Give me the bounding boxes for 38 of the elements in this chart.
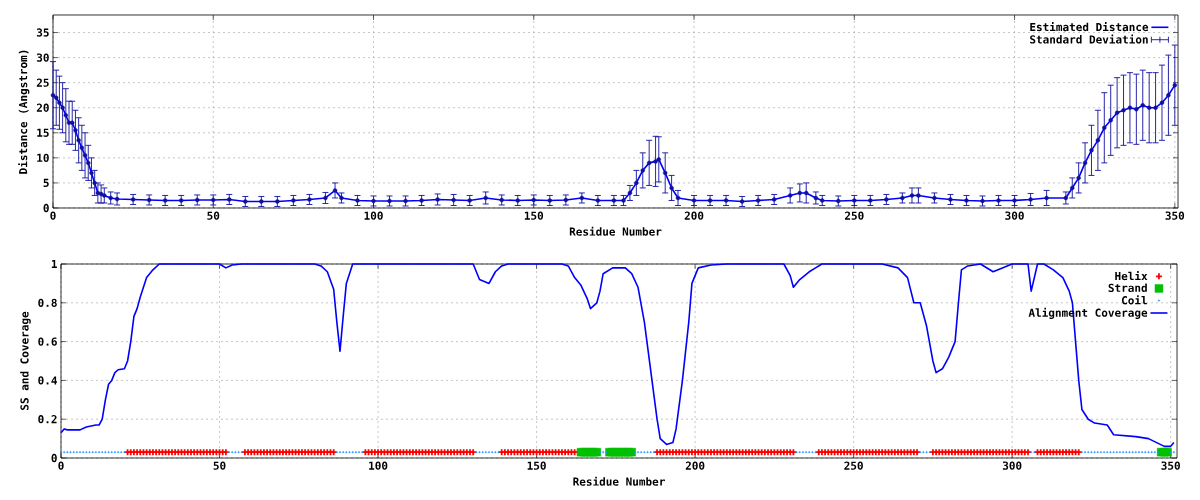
x-tick-label: 150	[527, 461, 546, 470]
y-tick-label: 0	[51, 453, 57, 463]
y-tick-label: 5	[43, 178, 49, 188]
y-tick-label: 0.6	[38, 337, 57, 346]
legend-label: Helix	[1115, 271, 1148, 281]
x-tick-label: 100	[369, 461, 388, 470]
x-tick-label: 250	[844, 461, 863, 470]
y-tick-label: 1	[51, 259, 57, 269]
x-tick-label: 50	[207, 211, 220, 220]
y-axis-title: Distance (Angstrom)	[18, 50, 30, 174]
x-tick-label: 300	[1005, 211, 1024, 220]
x-axis-title: Residue Number	[569, 226, 662, 236]
x-tick-label: 350	[1161, 461, 1180, 470]
y-tick-label: 0	[43, 203, 49, 213]
x-tick-label: 150	[524, 211, 544, 220]
legend-label: Estimated Distance	[1030, 22, 1149, 32]
x-tick-label: 200	[684, 211, 704, 220]
x-tick-label: 200	[685, 461, 705, 470]
x-tick-label: 50	[213, 461, 226, 470]
x-tick-label: 0	[58, 461, 64, 470]
y-axis-title: SS and Coverage	[20, 311, 31, 410]
y-tick-label: 0.4	[38, 376, 57, 385]
x-tick-label: 350	[1165, 211, 1185, 220]
y-tick-label: 0.2	[38, 415, 57, 424]
y-tick-label: 15	[37, 128, 49, 137]
y-tick-label: 10	[37, 153, 49, 163]
legend-label: Standard Deviation	[1030, 34, 1148, 44]
x-axis-title: Residue Number	[573, 476, 665, 486]
x-tick-label: 250	[844, 211, 864, 220]
y-tick-label: 0.8	[38, 298, 57, 307]
y-tick-label: 20	[36, 103, 49, 112]
x-tick-label: 100	[364, 211, 383, 220]
x-tick-label: 300	[1002, 461, 1022, 470]
y-tick-label: 25	[36, 78, 49, 87]
legend-label: Coil	[1121, 295, 1147, 305]
legend-label: Strand	[1108, 283, 1147, 293]
y-tick-label: 30	[36, 53, 49, 62]
y-tick-label: 35	[36, 28, 49, 37]
